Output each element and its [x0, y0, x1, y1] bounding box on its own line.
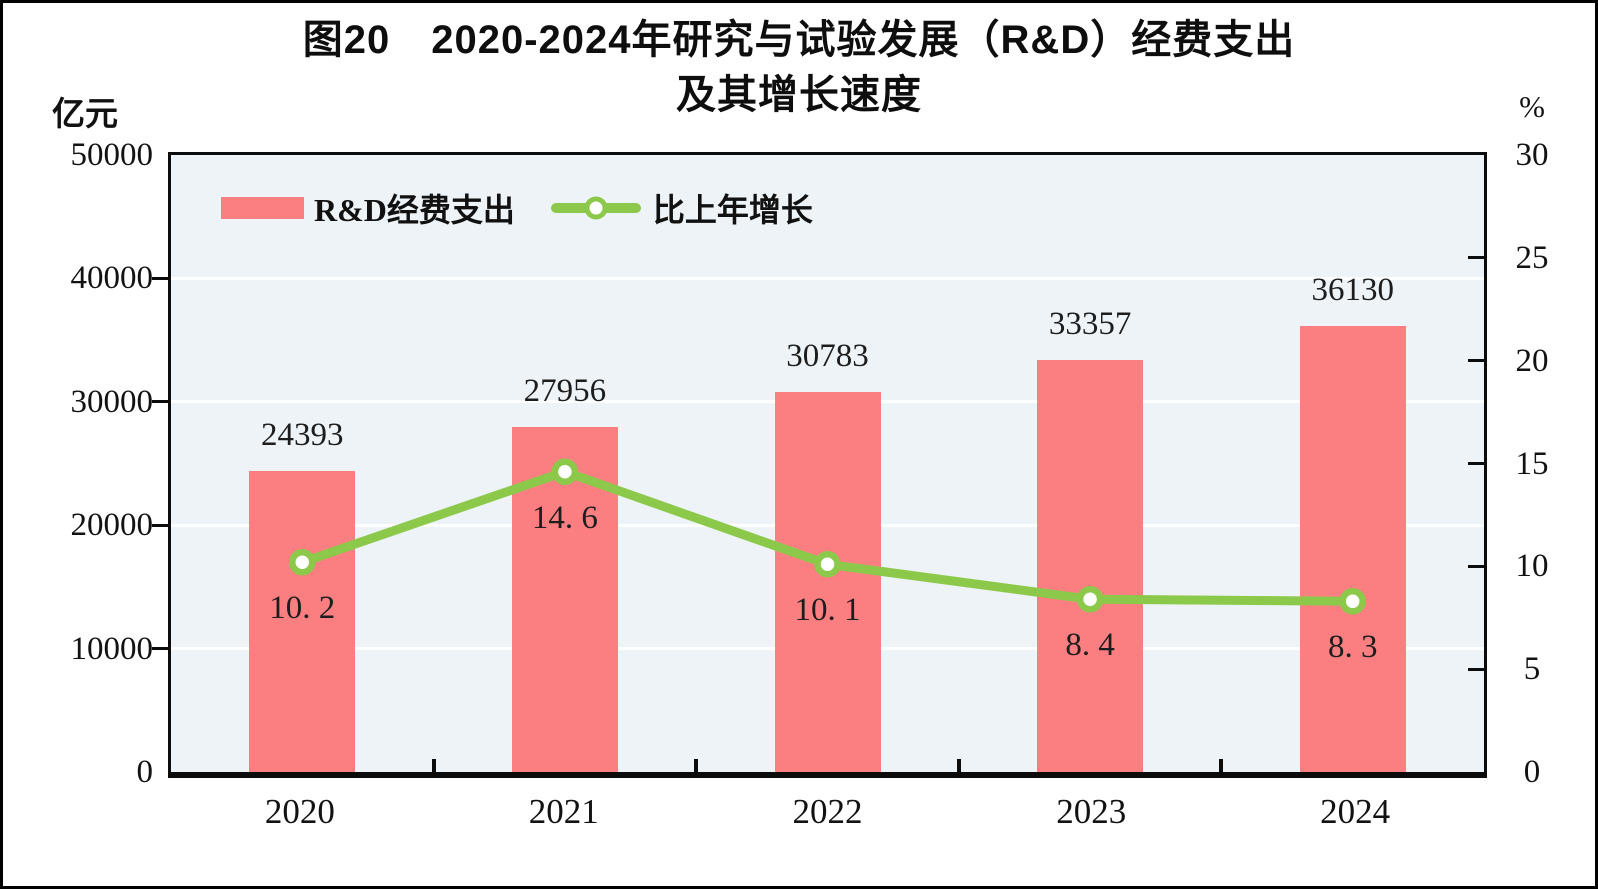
bar-value-label-2024: 36130: [1311, 272, 1394, 309]
chart-title-line2: 及其增长速度: [676, 73, 922, 118]
line-marker-icon-2023: [1076, 585, 1104, 613]
line-marker-icon-2021: [551, 458, 579, 485]
gridline-40000: [171, 276, 1484, 280]
left-tick-label-0: 0: [136, 754, 154, 790]
x-label-2022: 2022: [792, 792, 863, 831]
right-tick-label-20: 20: [1515, 342, 1549, 379]
growth-line: [297, 467, 1358, 606]
right-tick-label-30: 30: [1515, 137, 1549, 173]
line-value-label-2023: 8. 4: [1065, 627, 1115, 664]
left-tick-label-30000: 30000: [70, 383, 154, 420]
left-axis-tick-labels: 50000 40000 30000 20000 10000 0: [11, 137, 154, 790]
legend: R&D经费支出 比上年增长: [221, 185, 813, 231]
right-tick-label-25: 25: [1515, 239, 1549, 276]
plot-area: R&D经费支出 比上年增长 24393 10. 2 27956 14. 6 30783 1…: [152, 152, 1487, 778]
bar-value-label-2022: 30783: [786, 338, 869, 375]
bar-2020: [249, 471, 356, 772]
bar-2024: [1299, 326, 1406, 772]
legend-line-label: 比上年增长: [652, 192, 813, 228]
bar-2023: [1037, 360, 1144, 772]
x-label-2023: 2023: [1056, 792, 1127, 831]
line-value-label-2022: 10. 1: [794, 592, 861, 629]
bar-value-label-2023: 33357: [1048, 306, 1132, 343]
x-label-2021: 2021: [528, 792, 599, 831]
chart-title-line1: 图20 2020-2024年研究与试验发展（R&D）经费支出: [302, 18, 1296, 62]
left-tick-label-20000: 20000: [70, 507, 154, 544]
right-axis-tick-15: [1468, 462, 1484, 465]
chart-title: 图20 2020-2024年研究与试验发展（R&D）经费支出 及其增长速度: [3, 13, 1595, 123]
line-value-label-2020: 10. 2: [269, 590, 336, 627]
left-tick-label-40000: 40000: [70, 260, 154, 297]
growth-line-layer: [289, 458, 1366, 615]
left-axis-tick-40000: [152, 276, 168, 280]
bar-value-label-2020: 24393: [261, 417, 344, 453]
x-axis-tick-4: [1219, 759, 1224, 772]
x-axis-tick-1: [431, 759, 436, 772]
line-value-label-2024: 8. 3: [1327, 629, 1378, 666]
line-marker-icon-2024: [1339, 588, 1366, 615]
right-tick-label-0: 0: [1523, 754, 1541, 790]
left-axis-tick-10000: [152, 647, 168, 651]
left-axis-unit-label: 亿元: [52, 95, 118, 132]
legend-line-sample: [550, 196, 641, 220]
line-marker-icon-2022: [814, 551, 841, 578]
x-axis-labels: 2020 2021 2022 2023 2024: [168, 792, 1487, 832]
x-label-2024: 2024: [1320, 792, 1391, 831]
bar-value-label-2021: 27956: [523, 373, 607, 410]
line-value-label-2021: 14. 6: [531, 499, 598, 536]
right-tick-label-10: 10: [1515, 548, 1549, 585]
right-axis-tick-5: [1468, 667, 1484, 671]
x-axis-tick-3: [956, 759, 961, 772]
right-axis-tick-20: [1468, 359, 1484, 363]
right-axis-tick-25: [1468, 256, 1484, 260]
x-axis-tick-2: [694, 759, 699, 772]
legend-bar-swatch: [221, 197, 304, 219]
right-axis-unit-label: %: [1519, 89, 1545, 124]
left-tick-label-10000: 10000: [70, 630, 154, 667]
line-marker-icon-2020: [289, 548, 316, 576]
legend-line-marker-icon: [584, 196, 608, 220]
left-axis-tick-30000: [152, 400, 168, 404]
left-tick-label-50000: 50000: [70, 137, 154, 173]
right-tick-label-5: 5: [1523, 651, 1541, 688]
right-tick-label-15: 15: [1515, 445, 1549, 482]
bar-2022: [774, 392, 881, 772]
right-axis-tick-labels: 30 25 20 15 10 5 0: [1495, 137, 1569, 790]
legend-bar-label: R&D经费支出: [314, 192, 515, 228]
left-axis-tick-20000: [152, 523, 168, 527]
x-label-2020: 2020: [264, 792, 335, 831]
right-axis-tick-10: [1468, 564, 1484, 568]
